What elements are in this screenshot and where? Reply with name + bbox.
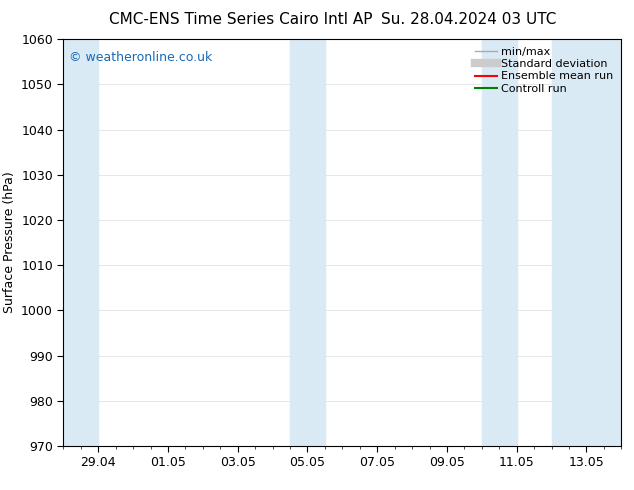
Text: © weatheronline.co.uk: © weatheronline.co.uk	[69, 51, 212, 64]
Legend: min/max, Standard deviation, Ensemble mean run, Controll run: min/max, Standard deviation, Ensemble me…	[472, 45, 616, 96]
Bar	[290, 39, 325, 446]
Text: Su. 28.04.2024 03 UTC: Su. 28.04.2024 03 UTC	[382, 12, 557, 27]
Bar	[63, 39, 98, 446]
Text: CMC-ENS Time Series Cairo Intl AP: CMC-ENS Time Series Cairo Intl AP	[109, 12, 373, 27]
Y-axis label: Surface Pressure (hPa): Surface Pressure (hPa)	[3, 172, 16, 314]
Bar	[482, 39, 517, 446]
Bar	[552, 39, 621, 446]
